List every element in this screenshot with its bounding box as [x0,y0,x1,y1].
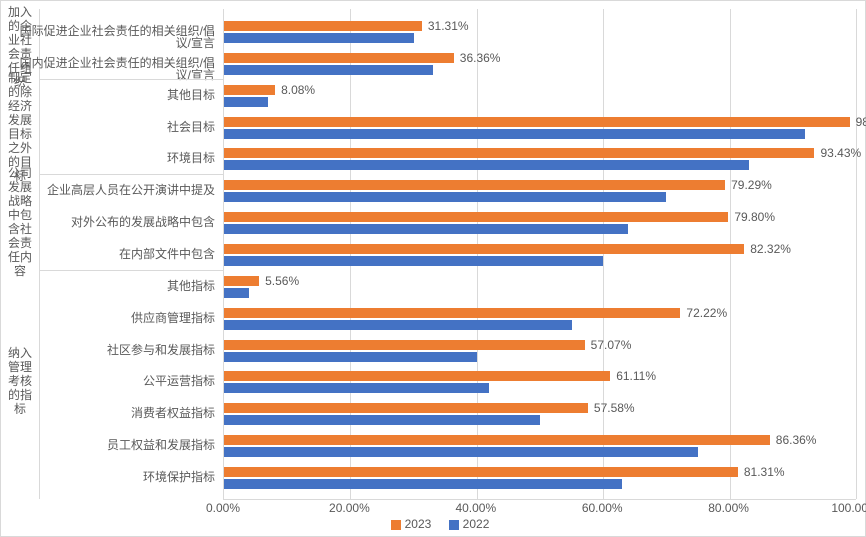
bar-label: 消费者权益指标 [15,407,215,419]
bar-2023 [224,148,814,158]
x-axis-tick: 20.00% [329,501,370,515]
bar-value-label: 8.08% [281,83,315,97]
bar-2022 [224,33,414,43]
bar-2022 [224,447,698,457]
bar-2023 [224,403,588,413]
x-axis-tick: 60.00% [582,501,623,515]
bar-value-label: 79.80% [734,210,775,224]
bar-value-label: 98.99% [856,115,866,129]
bar-value-label: 31.31% [428,19,469,33]
bar-value-label: 57.07% [591,338,632,352]
grid-line [350,9,351,499]
bar-value-label: 72.22% [686,306,727,320]
x-axis-tick: 0.00% [206,501,240,515]
bar-label: 其他目标 [15,89,215,101]
bar-2023 [224,435,770,445]
bar-2022 [224,160,749,170]
grid-line [477,9,478,499]
bar-value-label: 61.11% [616,369,656,383]
legend-swatch-2023 [391,520,401,530]
group-separator [39,270,223,271]
group-separator [39,174,223,175]
bar-2023 [224,180,725,190]
bar-2022 [224,192,666,202]
bar-value-label: 79.29% [731,178,772,192]
bar-2022 [224,256,603,266]
group-separator [39,79,223,80]
bar-2023 [224,21,422,31]
legend: 2023 2022 [1,517,865,531]
bar-2022 [224,383,489,393]
bar-2023 [224,340,585,350]
bar-label: 社会目标 [15,121,215,133]
legend-label-2023: 2023 [405,517,432,531]
bar-2023 [224,212,728,222]
bar-label: 对外公布的发展战略中包含 [15,216,215,228]
bar-2022 [224,479,622,489]
bar-value-label: 36.36% [460,51,501,65]
bar-2022 [224,224,628,234]
bar-2022 [224,65,433,75]
bar-value-label: 93.43% [820,146,861,160]
bar-value-label: 82.32% [750,242,791,256]
bar-2022 [224,352,477,362]
bar-2023 [224,53,454,63]
bar-value-label: 5.56% [265,274,299,288]
bar-label: 公平运营指标 [15,375,215,387]
bar-2023 [224,117,850,127]
bar-label: 环境保护指标 [15,471,215,483]
bar-2022 [224,129,805,139]
grid-line [730,9,731,499]
bar-label: 供应商管理指标 [15,312,215,324]
bar-value-label: 81.31% [744,465,785,479]
bar-label: 员工权益和发展指标 [15,439,215,451]
bar-value-label: 86.36% [776,433,817,447]
bar-label: 国内促进企业社会责任的相关组织/倡议/宣言 [15,57,215,81]
bar-2022 [224,97,268,107]
grid-line [603,9,604,499]
x-axis-tick: 80.00% [708,501,749,515]
bar-label: 在内部文件中包含 [15,248,215,260]
bar-2022 [224,320,572,330]
bar-label: 其他指标 [15,280,215,292]
bar-2023 [224,467,738,477]
bar-2022 [224,415,540,425]
grid-line [856,9,857,499]
bar-value-label: 57.58% [594,401,635,415]
legend-swatch-2022 [449,520,459,530]
bar-2023 [224,244,744,254]
bar-2022 [224,288,249,298]
plot-area: 31.31%36.36%8.08%98.99%93.43%79.29%79.80… [223,9,856,500]
grouped-horizontal-bar-chart: 31.31% 36.36% 8.08% 98.99% 93.43% 79.29% 79.80… [0,0,866,537]
legend-label-2022: 2022 [463,517,490,531]
bar-2023 [224,276,259,286]
bar-label: 社区参与和发展指标 [15,344,215,356]
bar-2023 [224,308,680,318]
x-axis-tick: 40.00% [455,501,496,515]
bar-label: 环境目标 [15,152,215,164]
bar-2023 [224,85,275,95]
bar-label: 国际促进企业社会责任的相关组织/倡议/宣言 [15,25,215,49]
bar-label: 企业高层人员在公开演讲中提及 [15,184,215,196]
bar-2023 [224,371,610,381]
x-axis-tick: 100.00% [831,501,866,515]
